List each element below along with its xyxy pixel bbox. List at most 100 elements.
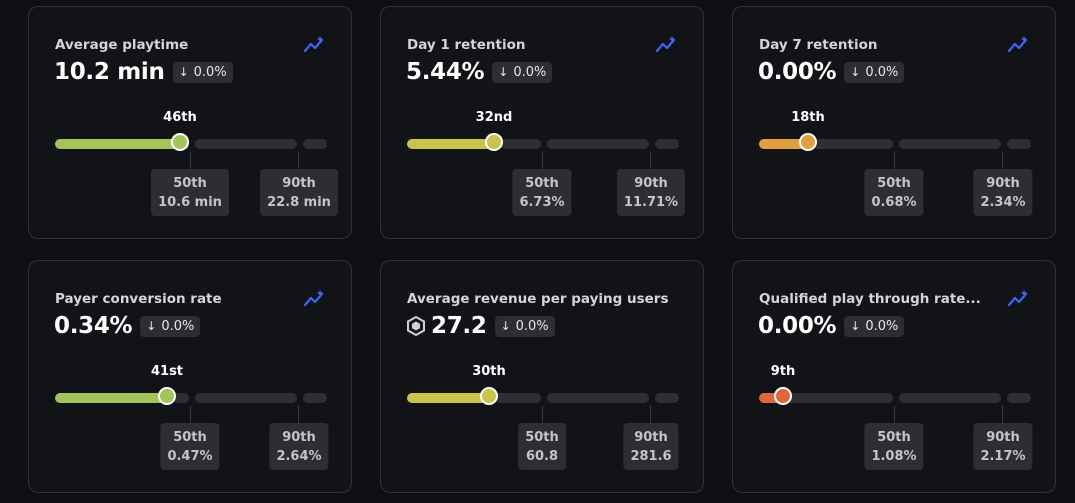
percentile-knob	[799, 133, 817, 151]
trend-chart-icon[interactable]	[1007, 35, 1029, 55]
benchmark-tick	[894, 406, 895, 424]
metric-value: 5.44%	[406, 59, 485, 85]
trend-chart-icon[interactable]	[303, 289, 325, 309]
track-segment-start	[500, 139, 541, 149]
percentile-label: 18th	[791, 110, 825, 125]
card-title: Average revenue per paying users	[407, 291, 669, 307]
track-segment-start	[781, 393, 893, 403]
benchmark-value: 2.64%	[276, 449, 322, 464]
change-value: 0.0%	[193, 64, 227, 80]
benchmark-value: 6.73%	[519, 195, 565, 210]
benchmark-90th: 90th 2.64%	[269, 423, 329, 470]
change-badge: ↓ 0.0%	[494, 315, 555, 337]
benchmark-50th: 50th 0.68%	[864, 169, 924, 216]
arrow-down-icon: ↓	[178, 65, 189, 79]
track-segment-mid	[547, 393, 649, 403]
progress-fill	[407, 393, 489, 403]
metric-card-arppu: Average revenue per paying users 27.2 ↓ …	[380, 260, 704, 493]
track-segment-end	[655, 393, 679, 403]
benchmark-90th: 90th 22.8 min	[260, 169, 338, 216]
change-badge: ↓ 0.0%	[844, 315, 905, 337]
metric-card-payer-conversion: Payer conversion rate 0.34% ↓ 0.0% 41st …	[28, 260, 352, 493]
benchmark-90th: 90th 2.34%	[973, 169, 1033, 216]
trend-chart-icon[interactable]	[655, 35, 677, 55]
percentile-label: 46th	[163, 110, 197, 125]
progress-fill	[407, 139, 494, 149]
trend-chart-icon[interactable]	[303, 35, 325, 55]
benchmark-50th: 50th 0.47%	[160, 423, 220, 470]
metric-card-qualified-play-through: Qualified play through rate... 0.00% ↓ 0…	[732, 260, 1056, 493]
benchmark-50th: 50th 1.08%	[864, 423, 924, 470]
metric-value: 0.00%	[758, 313, 837, 339]
value-row: 0.34% ↓ 0.0%	[54, 313, 201, 339]
arrow-down-icon: ↓	[850, 65, 861, 79]
benchmark-value: 60.8	[525, 449, 559, 464]
percentile-knob	[158, 387, 176, 405]
change-badge: ↓ 0.0%	[172, 61, 233, 83]
track-segment-end	[303, 393, 327, 403]
track-segment-start	[813, 139, 893, 149]
percentile-knob	[171, 133, 189, 151]
benchmark-tick	[190, 406, 191, 424]
benchmark-tick	[650, 152, 651, 170]
benchmark-50th: 50th 10.6 min	[151, 169, 229, 216]
benchmark-value: 2.34%	[980, 195, 1026, 210]
change-value: 0.0%	[513, 64, 547, 80]
benchmark-label: 50th	[173, 430, 207, 445]
benchmark-label: 50th	[173, 176, 207, 191]
percentile-label: 30th	[472, 364, 506, 379]
benchmark-tick	[298, 152, 299, 170]
percentile-knob	[485, 133, 503, 151]
benchmark-tick	[894, 152, 895, 170]
track-segment-mid	[899, 393, 1001, 403]
value-row: 27.2 ↓ 0.0%	[406, 313, 555, 339]
benchmark-tick	[298, 406, 299, 424]
progress-fill	[55, 393, 167, 403]
percentile-label: 32nd	[475, 110, 513, 125]
progress-fill	[55, 139, 181, 149]
benchmark-90th: 90th 281.6	[623, 423, 679, 470]
benchmark-label: 90th	[282, 430, 316, 445]
track-segment-end	[303, 139, 327, 149]
value-row: 0.00% ↓ 0.0%	[758, 313, 905, 339]
card-title: Day 1 retention	[407, 37, 526, 53]
benchmark-value: 0.47%	[167, 449, 213, 464]
benchmark-value: 281.6	[630, 449, 672, 464]
track-segment-mid	[195, 393, 297, 403]
benchmark-tick	[542, 152, 543, 170]
progress-fill	[759, 393, 781, 403]
change-value: 0.0%	[865, 318, 899, 334]
track-segment-start	[495, 393, 541, 403]
track-segment-end	[1007, 393, 1031, 403]
card-title: Payer conversion rate	[55, 291, 222, 307]
benchmark-value: 10.6 min	[158, 195, 222, 210]
trend-chart-icon[interactable]	[1007, 289, 1029, 309]
percentile-label: 41st	[150, 364, 184, 379]
metric-value: 10.2 min	[54, 59, 165, 85]
change-badge: ↓ 0.0%	[844, 61, 905, 83]
track-segment-mid	[899, 139, 1001, 149]
benchmark-label: 90th	[282, 176, 316, 191]
metric-card-average-playtime: Average playtime 10.2 min ↓ 0.0% 46th 50…	[28, 6, 352, 239]
benchmark-tick	[650, 406, 651, 424]
track-segment-end	[655, 139, 679, 149]
change-badge: ↓ 0.0%	[492, 61, 553, 83]
benchmark-label: 50th	[877, 176, 911, 191]
benchmark-90th: 90th 2.17%	[973, 423, 1033, 470]
track-segment-mid	[547, 139, 649, 149]
progress-fill	[759, 139, 807, 149]
card-title: Average playtime	[55, 37, 189, 53]
track-segment-mid	[195, 139, 297, 149]
benchmark-value: 0.68%	[871, 195, 917, 210]
change-value: 0.0%	[865, 64, 899, 80]
change-value: 0.0%	[515, 318, 549, 334]
benchmark-label: 90th	[634, 430, 668, 445]
robux-icon	[407, 316, 425, 336]
percentile-knob	[480, 387, 498, 405]
arrow-down-icon: ↓	[146, 319, 157, 333]
benchmark-label: 50th	[525, 176, 559, 191]
benchmark-value: 22.8 min	[267, 195, 331, 210]
metric-value: 0.00%	[758, 59, 837, 85]
arrow-down-icon: ↓	[500, 319, 511, 333]
benchmark-tick	[542, 406, 543, 424]
